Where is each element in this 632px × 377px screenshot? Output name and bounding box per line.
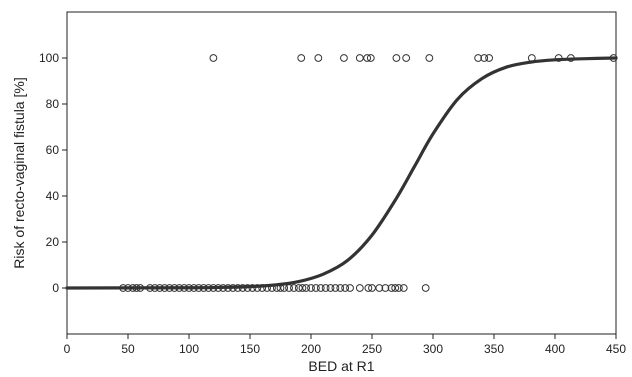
data-point <box>363 54 372 62</box>
data-point <box>290 284 298 292</box>
y-axis-title: Risk of recto-vaginal fistula [%] <box>11 77 27 268</box>
data-point <box>243 284 252 292</box>
data-points <box>119 54 618 292</box>
x-tick-label: 0 <box>64 342 71 356</box>
x-tick-label: 450 <box>606 342 626 356</box>
data-point <box>160 284 169 292</box>
x-tick-label: 100 <box>179 342 199 356</box>
data-point <box>297 54 306 62</box>
data-point <box>485 54 494 62</box>
data-point <box>132 284 141 292</box>
data-point <box>253 284 262 292</box>
data-point <box>527 54 536 62</box>
data-point <box>194 284 203 292</box>
data-point <box>421 284 430 292</box>
data-point <box>402 54 411 62</box>
data-point <box>175 284 184 292</box>
data-point <box>355 284 364 292</box>
x-tick-label: 200 <box>301 342 321 356</box>
data-point <box>276 284 285 292</box>
data-point <box>233 284 242 292</box>
x-axis: 0 50 100 150 200 250 300 350 400 450 <box>64 334 626 356</box>
data-point <box>391 284 400 292</box>
data-point <box>302 284 311 292</box>
data-point <box>263 284 271 292</box>
data-point <box>355 54 364 62</box>
data-point <box>185 284 193 292</box>
x-tick-label: 150 <box>240 342 260 356</box>
data-point <box>566 54 575 62</box>
x-axis-title: BED at R1 <box>308 358 374 374</box>
data-point <box>326 284 335 292</box>
data-point <box>128 284 137 292</box>
data-point <box>294 284 303 292</box>
data-point <box>285 284 293 292</box>
data-point <box>340 54 348 62</box>
y-tick-label: 40 <box>46 189 60 203</box>
data-point <box>209 54 218 62</box>
data-point <box>180 284 189 292</box>
data-point <box>238 284 247 292</box>
x-tick-label: 50 <box>121 342 135 356</box>
data-point <box>219 284 228 292</box>
x-tick-label: 350 <box>484 342 504 356</box>
data-point <box>392 54 401 62</box>
y-tick-label: 60 <box>46 143 60 157</box>
data-point <box>298 284 307 292</box>
y-tick-label: 0 <box>52 281 59 295</box>
data-point <box>272 284 281 292</box>
data-point <box>336 284 345 292</box>
plot-frame <box>66 11 617 335</box>
data-point <box>214 284 223 292</box>
data-point <box>425 54 434 62</box>
data-point <box>248 284 257 292</box>
data-point <box>307 284 315 292</box>
x-tick-label: 400 <box>545 342 565 356</box>
data-point <box>224 284 232 292</box>
data-point <box>204 284 213 292</box>
data-point <box>609 54 618 62</box>
data-point <box>474 54 483 62</box>
data-point <box>311 284 320 292</box>
data-point <box>199 284 208 292</box>
data-point <box>280 284 289 292</box>
x-tick-label: 250 <box>362 342 382 356</box>
data-point <box>119 284 128 292</box>
data-point <box>321 284 330 292</box>
y-tick-label: 80 <box>46 97 60 111</box>
data-point <box>229 284 237 292</box>
data-point <box>394 284 403 292</box>
data-point <box>150 284 159 292</box>
data-point <box>346 284 354 292</box>
data-point <box>368 284 376 292</box>
data-point <box>375 284 384 292</box>
data-point <box>146 284 154 292</box>
data-point <box>331 284 340 292</box>
data-point <box>209 284 218 292</box>
data-point <box>314 54 323 62</box>
y-tick-label: 20 <box>46 235 60 249</box>
data-point <box>316 284 325 292</box>
data-point <box>480 54 489 62</box>
data-point <box>364 284 373 292</box>
data-point <box>124 284 132 292</box>
data-point <box>366 54 375 62</box>
data-point <box>381 284 390 292</box>
data-point <box>268 284 276 292</box>
data-point <box>399 284 408 292</box>
data-point <box>554 54 563 62</box>
data-point <box>189 284 198 292</box>
data-point <box>136 284 145 292</box>
data-point <box>155 284 164 292</box>
data-point <box>170 284 179 292</box>
y-tick-label: 100 <box>39 51 59 65</box>
data-point <box>165 284 174 292</box>
data-point <box>258 284 267 292</box>
fitted-curve <box>65 56 618 290</box>
x-tick-label: 300 <box>423 342 443 356</box>
data-point <box>387 284 396 292</box>
data-point <box>341 284 350 292</box>
y-axis: 0 20 40 60 80 100 <box>39 51 67 295</box>
